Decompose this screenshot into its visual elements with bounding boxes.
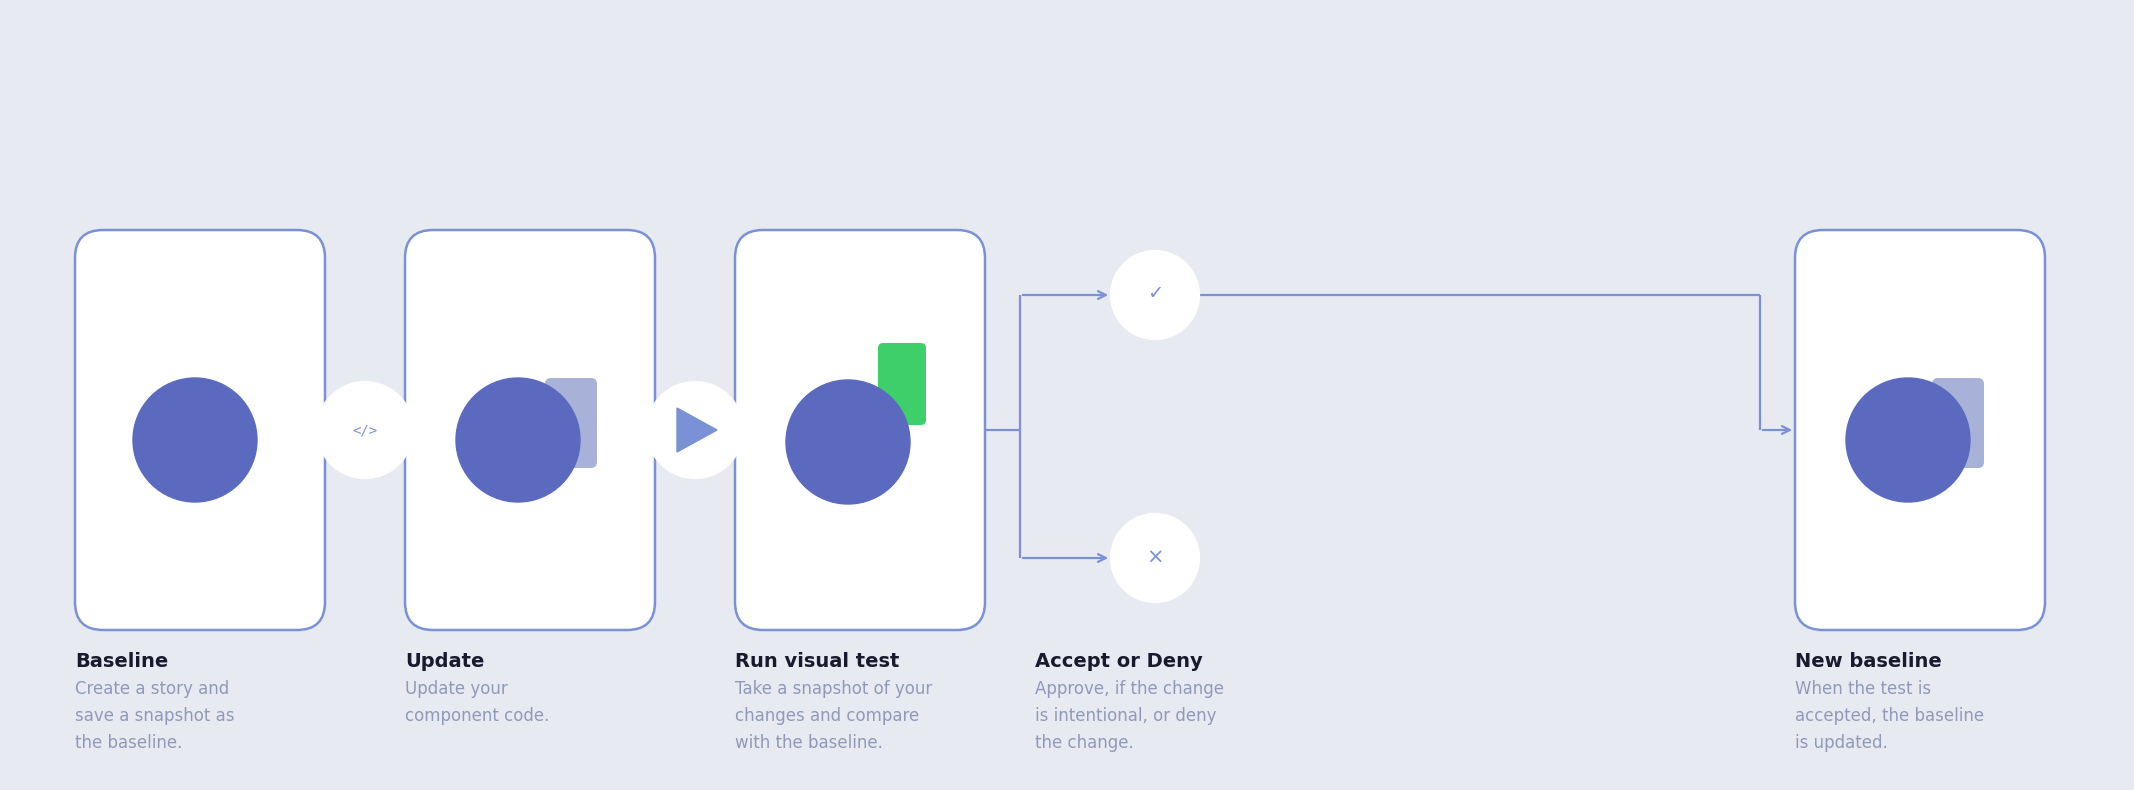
Ellipse shape [1846, 378, 1970, 502]
FancyBboxPatch shape [75, 230, 324, 630]
Text: Update your
component code.: Update your component code. [405, 680, 548, 725]
Text: Baseline: Baseline [75, 652, 169, 671]
FancyBboxPatch shape [544, 378, 598, 468]
Text: Accept or Deny: Accept or Deny [1035, 652, 1204, 671]
Text: When the test is
accepted, the baseline
is updated.: When the test is accepted, the baseline … [1795, 680, 1985, 752]
Text: Take a snapshot of your
changes and compare
with the baseline.: Take a snapshot of your changes and comp… [734, 680, 933, 752]
FancyBboxPatch shape [1795, 230, 2044, 630]
FancyBboxPatch shape [734, 230, 986, 630]
Ellipse shape [318, 382, 414, 478]
Text: ✓: ✓ [1146, 284, 1163, 303]
Text: ×: × [1146, 548, 1163, 568]
FancyBboxPatch shape [877, 343, 926, 425]
Polygon shape [676, 408, 717, 452]
Text: Run visual test: Run visual test [734, 652, 898, 671]
Text: Create a story and
save a snapshot as
the baseline.: Create a story and save a snapshot as th… [75, 680, 235, 752]
Text: New baseline: New baseline [1795, 652, 1942, 671]
Ellipse shape [785, 380, 909, 504]
FancyBboxPatch shape [1931, 378, 1985, 468]
Text: </>: </> [352, 423, 378, 437]
Ellipse shape [647, 382, 743, 478]
Ellipse shape [1112, 514, 1199, 602]
Text: Update: Update [405, 652, 484, 671]
Ellipse shape [1112, 251, 1199, 339]
Ellipse shape [457, 378, 580, 502]
Ellipse shape [132, 378, 256, 502]
FancyBboxPatch shape [405, 230, 655, 630]
Text: Approve, if the change
is intentional, or deny
the change.: Approve, if the change is intentional, o… [1035, 680, 1225, 752]
